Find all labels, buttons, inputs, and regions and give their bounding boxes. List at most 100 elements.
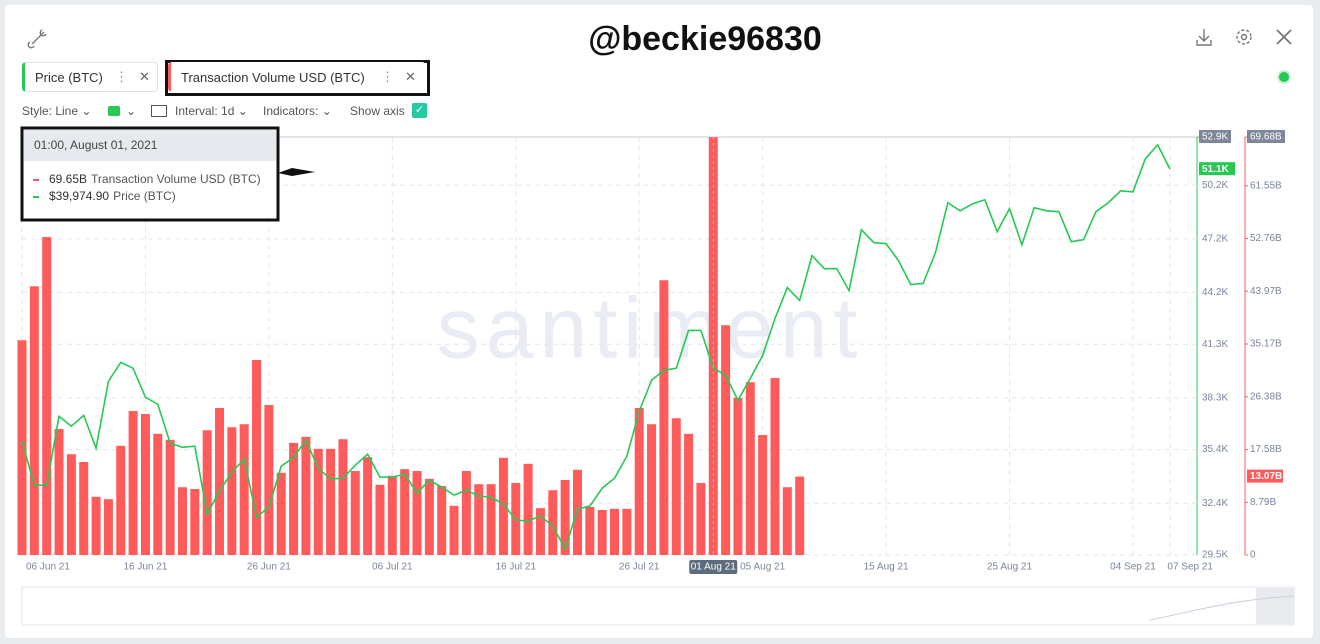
- navigator[interactable]: [21, 586, 1295, 626]
- metric-tab[interactable]: Transaction Volume USD (BTC) ⋮ ✕: [168, 62, 426, 92]
- bar: [610, 508, 620, 555]
- bar: [387, 475, 397, 555]
- y-tick-label: 44.2K: [1202, 287, 1228, 298]
- indicators-select[interactable]: Indicators: ⌄: [263, 104, 332, 118]
- tooltip-header: [24, 130, 276, 161]
- y-tick-label: 50.2K: [1202, 180, 1228, 191]
- bar: [375, 484, 385, 555]
- bar: [276, 472, 286, 555]
- navigator-shade: [1149, 595, 1295, 621]
- x-tick-label: 15 Aug 21: [864, 562, 909, 573]
- y-tick-label: 41.3K: [1202, 339, 1228, 350]
- bar: [54, 429, 64, 555]
- bar: [708, 137, 718, 555]
- bar: [486, 484, 496, 555]
- tooltip-title: 01:00, August 01, 2021: [34, 138, 158, 152]
- bar: [153, 433, 163, 555]
- bar: [597, 510, 607, 555]
- bar: [770, 378, 780, 555]
- bar: [560, 480, 570, 555]
- download-icon[interactable]: [1196, 29, 1212, 46]
- interval-select[interactable]: Interval: 1d ⌄: [175, 104, 248, 118]
- bar: [66, 454, 76, 555]
- tooltip-name: Transaction Volume USD (BTC): [91, 172, 261, 186]
- x-tick-label: 01 Aug 21: [691, 562, 736, 573]
- line: [21, 143, 1171, 551]
- bar: [215, 408, 225, 555]
- bar: [301, 436, 311, 555]
- bar: [313, 448, 323, 555]
- bar: [190, 489, 200, 555]
- bar: [523, 463, 533, 555]
- y-tick-label: 61.55B: [1250, 180, 1282, 191]
- bar: [461, 471, 471, 555]
- y-tick-label: 17.58B: [1250, 444, 1282, 455]
- y-tick-label: 35.4K: [1202, 444, 1228, 455]
- bar: [116, 445, 126, 555]
- tab-close[interactable]: ✕: [139, 69, 150, 84]
- color-select[interactable]: [108, 106, 120, 116]
- style-select[interactable]: Style: Line ⌄: [22, 104, 92, 118]
- bar: [165, 439, 175, 555]
- x-tick-label: 07 Sep 21: [1167, 562, 1213, 573]
- x-tick-label: 06 Jul 21: [372, 562, 413, 573]
- bar: [42, 237, 52, 555]
- bar: [29, 286, 39, 555]
- bar: [338, 439, 348, 555]
- tooltip-value: 69.65B: [49, 172, 87, 186]
- caret: ⌄: [126, 104, 137, 118]
- bar: [363, 457, 373, 555]
- bar: [659, 280, 669, 555]
- y-tick-label: 0: [1250, 550, 1256, 561]
- last-value-badge: [1199, 162, 1235, 176]
- bar: [622, 508, 632, 555]
- tab-label: Price (BTC): [35, 69, 103, 85]
- bar: [572, 469, 582, 555]
- close-icon[interactable]: [1276, 29, 1292, 45]
- tab-menu[interactable]: ⋮: [381, 69, 394, 84]
- y-tick-label: 47.2K: [1202, 233, 1228, 244]
- x-tick-label: 16 Jul 21: [495, 562, 536, 573]
- y-tick-label: 35.17B: [1250, 339, 1282, 350]
- tab-menu[interactable]: ⋮: [115, 69, 128, 84]
- checkbox[interactable]: ✓: [412, 103, 427, 118]
- metric-tab[interactable]: Price (BTC) ⋮ ✕: [22, 62, 158, 92]
- x-tick-label: 26 Jun 21: [247, 562, 291, 573]
- bar: [202, 430, 212, 555]
- bar: [239, 424, 249, 555]
- bar: [140, 414, 150, 555]
- axis-top-badge: [1247, 130, 1285, 143]
- bar: [350, 471, 360, 555]
- bar: [103, 499, 113, 555]
- arrow: [278, 168, 315, 176]
- settings-icon-core: [1240, 33, 1248, 41]
- y-tick-label: 43.97B: [1250, 286, 1282, 297]
- interval-icon: [151, 105, 167, 117]
- bar: [400, 469, 410, 555]
- bar: [326, 448, 336, 555]
- bar: [91, 496, 101, 555]
- y-tick-label: 69.68B: [1250, 132, 1282, 143]
- last-value-badge: [1247, 469, 1283, 483]
- bar: [449, 505, 459, 555]
- show-axis[interactable]: Show axis: [350, 104, 405, 118]
- bar: [177, 487, 187, 555]
- bar: [745, 382, 755, 555]
- bar: [424, 478, 434, 555]
- x-tick-label: 25 Aug 21: [987, 562, 1032, 573]
- x-tick-label: 16 Jun 21: [123, 562, 167, 573]
- bar: [634, 408, 644, 555]
- bar: [733, 397, 743, 555]
- bar: [128, 411, 138, 555]
- last-value-label: 13.07B: [1250, 471, 1282, 482]
- label: Style: Line: [22, 104, 79, 118]
- settings-icon[interactable]: [1236, 29, 1252, 45]
- user-watermark: @beckie96830: [588, 20, 822, 58]
- link-icon[interactable]: [27, 29, 47, 49]
- navigator-window[interactable]: [1256, 588, 1294, 624]
- tab-close[interactable]: ✕: [405, 69, 416, 84]
- bar: [412, 471, 422, 555]
- bar: [17, 340, 27, 555]
- bar: [264, 405, 274, 555]
